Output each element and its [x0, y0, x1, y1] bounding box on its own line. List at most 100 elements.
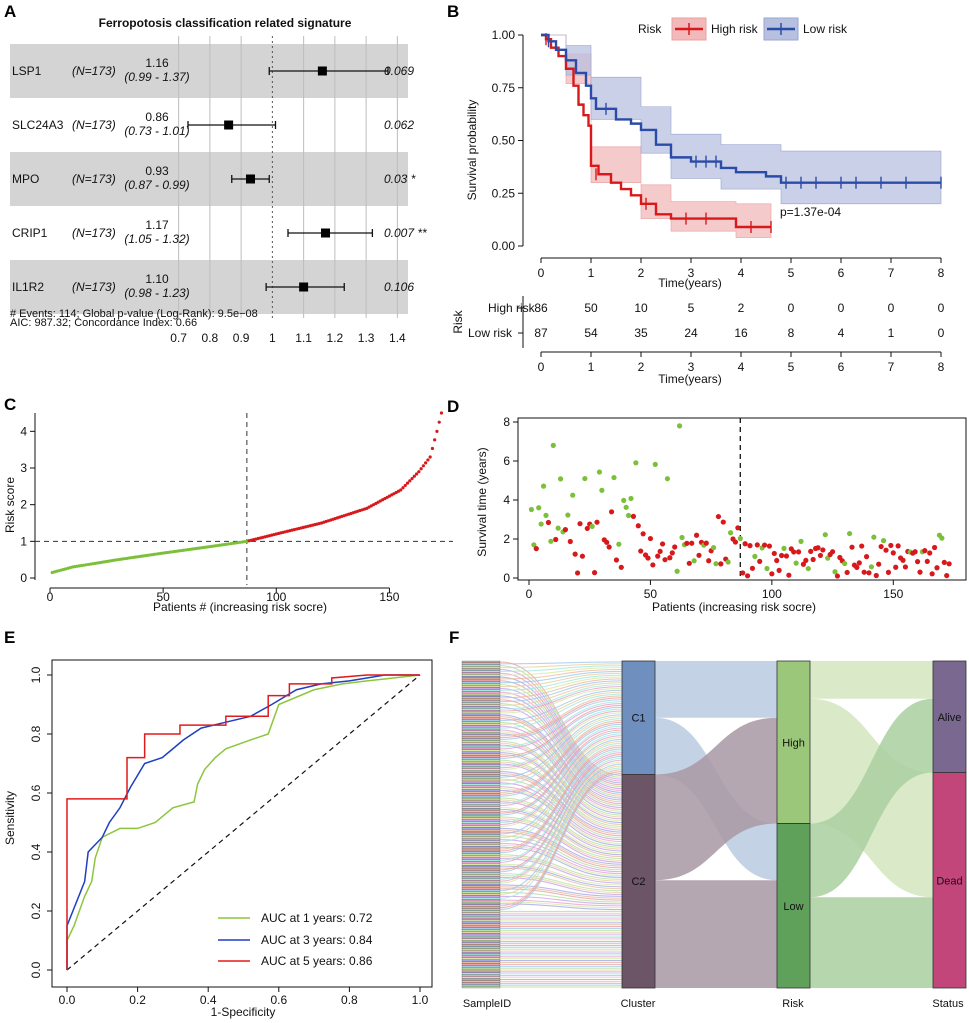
survival-point-dead: [604, 539, 610, 545]
alluvial-sample-stratum: [461, 813, 501, 817]
risk-table-x-label: Time(years): [658, 372, 722, 386]
km-y-tick-label: 0.25: [492, 186, 516, 200]
km-x-tick-label: 3: [688, 266, 695, 280]
alluvial-sample-stratum: [461, 817, 501, 820]
risk-score-x-label: Patients # (increasing risk socre): [153, 600, 327, 614]
alluvial-sample-stratum: [461, 812, 501, 815]
alluvial-sample-stratum: [461, 759, 501, 762]
alluvial-sample-stratum: [461, 965, 501, 968]
alluvial-sample-stratum: [461, 984, 501, 987]
alluvial-sample-stratum: [461, 706, 501, 709]
survival-point-alive: [582, 475, 588, 482]
alluvial-sample-stratum: [461, 914, 501, 917]
survival-point-alive: [633, 460, 639, 466]
survival-point-dead: [572, 551, 578, 557]
alluvial-sample-stratum: [461, 795, 501, 798]
alluvial-sample-stratum: [461, 897, 501, 900]
alluvial-sample-stratum: [461, 749, 501, 752]
forest-ci-label: (0.87 - 0.99): [124, 178, 189, 192]
survival-point-dead: [829, 549, 836, 555]
survival-point-dead: [735, 525, 741, 531]
risk-score-point: [410, 476, 414, 481]
alluvial-sample-flow: [499, 697, 623, 739]
alluvial-sample-stratum: [461, 745, 501, 749]
alluvial-sample-stratum: [461, 668, 501, 671]
forest-footnote-aic: AIC: 987.32; Concordance Index: 0.66: [10, 317, 197, 329]
forest-hr-label: 0.86: [145, 110, 169, 124]
alluvial-sample-flow: [499, 667, 623, 676]
alluvial-sample-stratum: [461, 859, 501, 862]
alluvial-axis-cluster: Cluster: [621, 998, 656, 1010]
risk-score-point: [412, 474, 416, 478]
alluvial-flow-risk-status: [810, 698, 933, 898]
alluvial-sample-stratum: [461, 802, 501, 805]
survival-point-dead: [800, 561, 807, 567]
survival-point-dead: [744, 573, 751, 579]
roc-curve-3y: [66, 674, 420, 970]
alluvial-sample-flow: [499, 839, 623, 873]
alluvial-sample-stratum: [461, 736, 501, 739]
survival-point-dead: [912, 549, 918, 555]
alluvial-sample-flow: [499, 895, 623, 905]
alluvial-sample-stratum: [461, 830, 501, 834]
forest-row-band: [10, 152, 408, 206]
alluvial-sample-flow: [499, 704, 623, 758]
alluvial-sample-stratum: [461, 781, 501, 784]
alluvial-sample-flow: [499, 761, 623, 829]
km-x-tick-label: 8: [938, 266, 945, 280]
survival-point-alive: [939, 535, 945, 541]
alluvial-sample-flow: [499, 678, 623, 699]
risk-table-x-tick-label: 3: [688, 360, 695, 374]
km-curve-high: [541, 33, 771, 229]
survival-point-dead: [635, 523, 641, 529]
risk-score-plot-area: 0 1 2 3 4 0 50 100 150: [20, 411, 453, 604]
alluvial-sample-stratum: [461, 711, 501, 715]
survival-point-dead: [749, 565, 756, 571]
risk-table-cell: 8: [788, 326, 795, 340]
alluvial-sample-flow: [499, 665, 623, 672]
alluvial-sample-stratum: [461, 691, 501, 694]
roc-y-tick-label: 1.0: [29, 666, 43, 683]
survival-point-alive: [676, 423, 683, 429]
alluvial-sample-stratum: [461, 764, 501, 767]
alluvial-sample-stratum: [461, 874, 501, 877]
risk-score-point: [405, 481, 410, 485]
survival-time-y-tick-label: 0: [503, 571, 510, 585]
roc-y-tick-label: 0.0: [29, 961, 43, 978]
survival-point-dead: [706, 558, 712, 564]
km-legend-high-label: High risk: [711, 22, 759, 36]
survival-point-dead: [873, 572, 879, 579]
status-node-label: Dead: [936, 875, 962, 887]
alluvial-sample-flow: [499, 712, 623, 771]
survival-point-dead: [715, 513, 722, 520]
alluvial-sample-stratum: [461, 942, 501, 945]
survival-time-x-tick-label: 150: [883, 587, 903, 601]
alluvial-sample-flow: [499, 873, 623, 892]
risk-score-point: [401, 486, 405, 490]
alluvial-sample-stratum: [461, 963, 501, 966]
alluvial-sample-stratum: [461, 931, 501, 934]
survival-point-alive: [710, 545, 717, 551]
roc-legend: AUC at 1 years: 0.72 AUC at 3 years: 0.8…: [218, 911, 373, 968]
alluvial-sample-stratum: [461, 876, 501, 879]
survival-point-dead: [718, 561, 724, 567]
alluvial-sample-flow: [499, 682, 623, 706]
forest-gene-label: SLC24A3: [12, 118, 64, 132]
alluvial-sample-stratum: [461, 819, 501, 822]
alluvial-sample-stratum: [461, 908, 501, 911]
survival-point-dead: [669, 550, 675, 556]
alluvial-sample-stratum: [461, 916, 501, 919]
alluvial-sample-stratum: [461, 933, 501, 936]
alluvial-sample-stratum: [461, 679, 501, 682]
alluvial-sample-flow: [499, 846, 623, 878]
alluvial-sample-stratum: [461, 906, 501, 909]
risk-score-x-tick-label: 100: [266, 590, 286, 604]
alluvial-sample-stratum: [461, 976, 501, 979]
survival-point-dead: [941, 559, 947, 565]
alluvial-sample-flow: [499, 676, 623, 784]
alluvial-sample-stratum: [461, 770, 501, 773]
alluvial-sample-flow: [499, 829, 623, 867]
survival-point-dead: [606, 544, 612, 550]
survival-point-alive: [822, 532, 828, 538]
roc-legend-3y-label: AUC at 3 years: 0.84: [261, 933, 373, 947]
